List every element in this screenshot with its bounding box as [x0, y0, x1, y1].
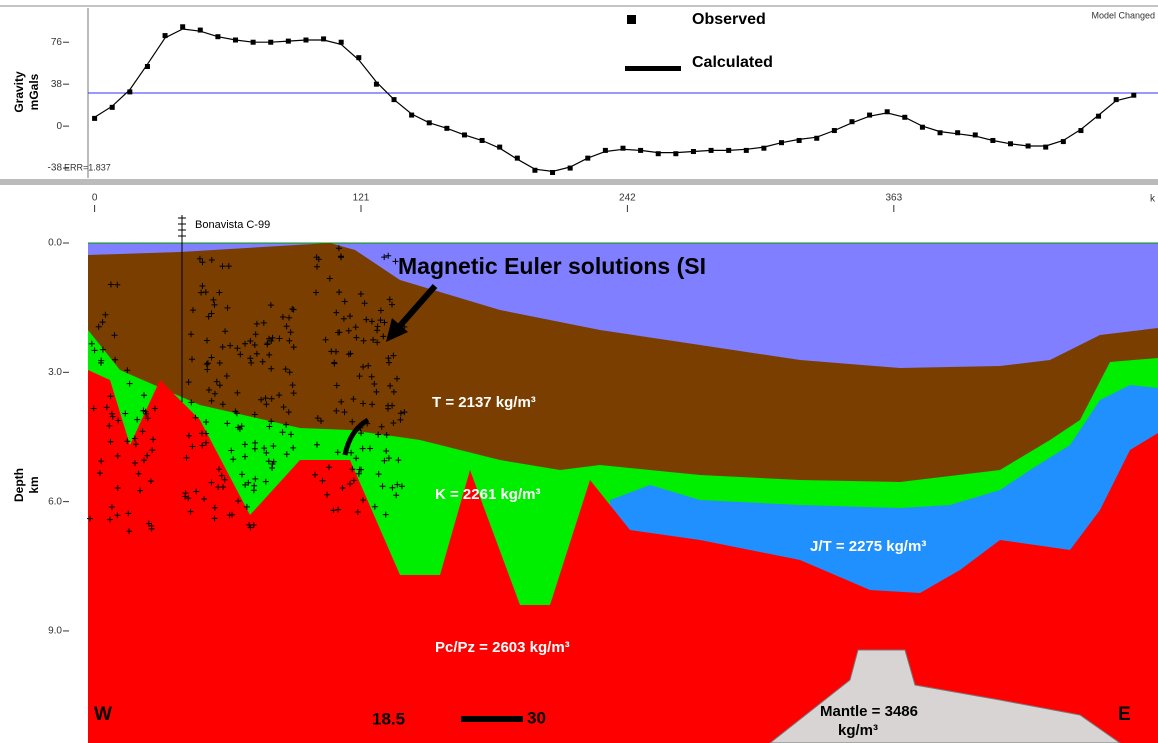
layer-label: J/T = 2275 kg/m³	[810, 538, 926, 555]
layer-label: Mantle = 3486	[820, 703, 918, 720]
legend-marker	[627, 15, 636, 24]
y-label: Gravity	[12, 71, 26, 113]
x-tick-label: 121	[353, 193, 370, 204]
legend-marker	[625, 66, 681, 71]
y-tick-label: 3.0	[48, 367, 62, 378]
scale-bar	[461, 716, 523, 722]
y-tick-label: 76	[51, 37, 63, 48]
x-tick-label: 0	[92, 193, 98, 204]
x-tick-label: 242	[619, 193, 636, 204]
layer-label: kg/m³	[838, 722, 878, 739]
layer-label: T = 2137 kg/m³	[432, 394, 536, 411]
east-label: E	[1118, 704, 1131, 725]
section	[88, 243, 1158, 743]
status: Model Changed	[1091, 10, 1155, 20]
y-tick-label: 0	[56, 121, 62, 132]
y-label: Depth	[12, 468, 26, 502]
west-label: W	[94, 704, 112, 725]
y-label: km	[27, 476, 41, 493]
euler-label: Magnetic Euler solutions (SI	[398, 253, 706, 279]
panel-divider	[0, 179, 1158, 185]
layer-label: Pc/Pz = 2603 kg/m³	[435, 639, 570, 656]
y-tick-label: 9.0	[48, 626, 62, 637]
y-tick-label: 0.0	[48, 238, 62, 249]
y-tick-label: -38	[48, 163, 63, 174]
legend-label: Observed	[692, 11, 766, 28]
y-tick-label: 38	[51, 79, 63, 90]
screen: Gravity mGals Model Changed ERR=1.837 Ob…	[0, 0, 1158, 743]
scale-label: 18.5	[372, 709, 405, 728]
well-label: Bonavista C-99	[195, 219, 270, 231]
error-note: ERR=1.837	[64, 162, 111, 172]
layer-label: K = 2261 kg/m³	[435, 486, 540, 503]
y-tick-label: 6.0	[48, 496, 62, 507]
y-label: mGals	[27, 73, 41, 110]
x-tick-label: 363	[885, 193, 902, 204]
legend-label: Calculated	[692, 54, 773, 71]
scale-label: 30	[527, 708, 546, 727]
